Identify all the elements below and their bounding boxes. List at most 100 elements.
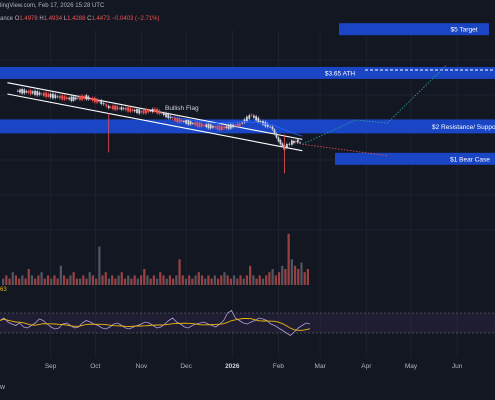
ohlc-key: L — [62, 16, 68, 22]
volume-bar — [91, 275, 95, 285]
level-label: $1 Bear Case — [450, 156, 490, 163]
volume-bar — [18, 278, 21, 285]
price-levels — [0, 23, 495, 165]
candle-body — [102, 103, 105, 105]
candle-body — [96, 98, 98, 103]
date-tick-label: Apr — [361, 363, 372, 370]
ohlc-key: C — [85, 16, 92, 22]
volume-bar — [178, 259, 181, 285]
grid — [0, 30, 495, 358]
volume-bar — [293, 265, 297, 285]
candle-body — [58, 95, 61, 99]
candle-body — [223, 126, 226, 129]
volume-bar — [79, 278, 82, 285]
volume-bar — [53, 275, 56, 285]
volume-bar — [136, 278, 139, 285]
moving-average-line — [169, 116, 303, 137]
rsi-line — [0, 309, 311, 336]
candle-body — [257, 117, 260, 123]
candle-body — [56, 96, 59, 98]
candle-body — [34, 90, 36, 95]
volume-bar — [297, 269, 300, 285]
candle-body — [136, 109, 138, 113]
volume-bar — [37, 275, 40, 285]
candle-body — [238, 123, 241, 127]
candle-body — [87, 96, 90, 100]
volume-bar — [14, 275, 18, 285]
volume-bar — [34, 278, 37, 285]
volume-bar — [40, 272, 43, 285]
volume-bar — [303, 272, 306, 285]
candle-body — [127, 107, 129, 112]
volume-bar — [50, 278, 53, 285]
level-label: $3.65 ATH — [325, 70, 356, 77]
footer-mark: w — [0, 384, 6, 391]
candle-body — [156, 108, 158, 114]
candle-body — [252, 115, 255, 118]
candle-body — [45, 92, 48, 98]
volume-bar — [62, 275, 66, 285]
volume-bar — [11, 272, 14, 285]
volume-bar — [284, 269, 287, 285]
ohlc-values: O1.4978 H1.4934 L1.4288 C1.4473 −0.0403 … — [15, 16, 160, 22]
candle-body — [19, 89, 21, 93]
candle-body — [109, 106, 112, 108]
candle-body — [292, 141, 295, 144]
volume-bar — [159, 272, 162, 285]
candle-body — [158, 110, 161, 114]
candle-body — [255, 116, 258, 121]
candle-body — [91, 97, 94, 101]
volume-bar — [43, 278, 46, 285]
volume-bar — [274, 275, 277, 285]
ohlc-value: 1.4288 — [67, 16, 86, 22]
volume-bar — [207, 275, 210, 285]
volume-bar — [146, 275, 149, 285]
volume-bar — [277, 272, 281, 285]
candle-body — [118, 107, 121, 109]
candle-body — [122, 108, 125, 110]
date-tick-label: Feb — [272, 363, 285, 370]
candle-body — [212, 125, 214, 128]
candle-body — [160, 112, 163, 114]
candle-body — [162, 113, 165, 116]
candle-body — [266, 123, 269, 128]
volume-bar — [255, 278, 258, 285]
candle-body — [153, 108, 156, 112]
candle-body — [174, 117, 176, 121]
candle-body — [271, 126, 274, 130]
volume-bar — [114, 278, 117, 285]
source-text: lingView.com, Feb 17, 2026 15:28 UTC — [0, 3, 105, 9]
volume-bar — [245, 275, 249, 285]
candle-body — [241, 122, 244, 124]
volume-bar — [21, 275, 24, 285]
volume-bar — [24, 278, 27, 285]
volume-bar — [104, 272, 107, 285]
volume-bar — [107, 278, 111, 285]
volume-bar — [306, 269, 309, 285]
candle-body — [185, 120, 188, 124]
volume-bar — [75, 278, 78, 285]
volume-bar — [85, 278, 88, 285]
candle-body — [29, 90, 32, 95]
ohlc-value: −0.0403 (−2.71%) — [111, 16, 160, 22]
candle-body — [21, 88, 24, 94]
ohlc-key: H — [37, 16, 44, 22]
candle-body — [114, 105, 116, 110]
volume-bar — [59, 265, 62, 285]
candle-body — [189, 121, 192, 125]
volume-bar — [143, 269, 146, 285]
volume-bar — [152, 275, 155, 285]
candle-body — [299, 142, 301, 144]
candle-body — [89, 98, 92, 100]
volume-bar — [95, 278, 98, 285]
volume-bar — [236, 278, 239, 285]
volume-bar — [181, 275, 184, 285]
volume-bar — [252, 275, 255, 285]
candle-body — [81, 95, 84, 100]
candle-body — [250, 114, 253, 116]
volume-bar — [101, 275, 104, 285]
candle-body — [269, 126, 272, 128]
candle-body — [43, 92, 45, 97]
candle-body — [279, 139, 282, 145]
